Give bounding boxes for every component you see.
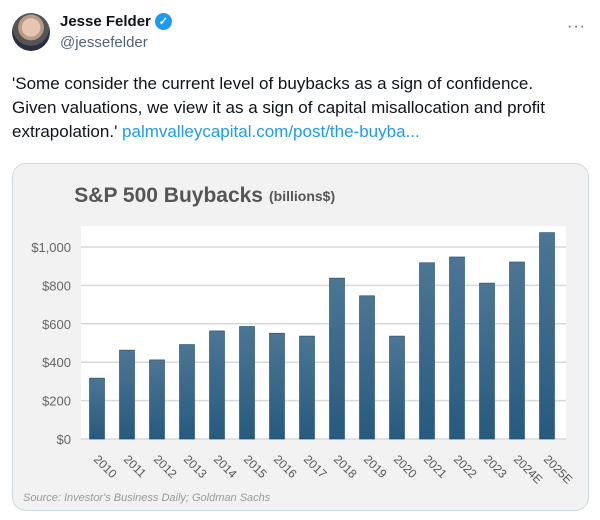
author-handle[interactable]: @jessefelder: [60, 34, 148, 51]
chart-title: S&P 500 Buybacks: [74, 184, 263, 207]
y-tick-label: $1,000: [31, 240, 71, 255]
bar-2020: [389, 335, 405, 440]
chart-image[interactable]: S&P 500 Buybacks (billions$) Source: Inv…: [12, 163, 589, 511]
bar-2025E: [539, 232, 555, 440]
verified-badge-icon: ✓: [154, 13, 172, 30]
y-tick-label: $200: [42, 394, 71, 409]
bar-2019: [359, 295, 375, 440]
bar-2016: [269, 332, 285, 440]
bar-2024E: [509, 261, 525, 440]
x-tick-label: 2019: [361, 452, 390, 481]
tweet-text: 'Some consider the current level of buyb…: [12, 74, 545, 141]
y-tick-label: $800: [42, 278, 71, 293]
bar-2017: [299, 335, 315, 440]
x-tick-label: 2025E: [541, 452, 575, 486]
x-tick-label: 2013: [181, 452, 210, 481]
x-tick-label: 2018: [331, 452, 360, 481]
x-tick-label: 2024E: [511, 452, 545, 486]
bar-2011: [119, 349, 135, 440]
x-tick-label: 2016: [271, 452, 300, 481]
x-tick-label: 2014: [211, 452, 240, 481]
x-tick-label: 2017: [301, 452, 330, 481]
more-horizontal-icon[interactable]: ···: [567, 18, 586, 35]
x-tick-label: 2021: [421, 452, 450, 481]
author-name[interactable]: Jesse Felder ✓: [60, 13, 172, 30]
x-tick-label: 2015: [241, 452, 270, 481]
x-tick-label: 2010: [91, 452, 120, 481]
x-tick-label: 2020: [391, 452, 420, 481]
x-tick-label: 2012: [151, 452, 180, 481]
y-tick-label: $400: [42, 355, 71, 370]
bar-2021: [419, 262, 435, 440]
y-tick-label: $600: [42, 317, 71, 332]
chart-subtitle: (billions$): [269, 188, 335, 204]
tweet-link[interactable]: palmvalleycapital.com/post/the-buyba...: [122, 122, 420, 141]
x-tick-label: 2022: [451, 452, 480, 481]
x-tick-label: 2011: [121, 452, 149, 480]
bar-chart: S&P 500 Buybacks (billions$) Source: Inv…: [23, 184, 575, 504]
chart-source: Source: Investor's Business Daily; Goldm…: [23, 492, 271, 504]
bar-2013: [179, 344, 195, 440]
bar-2012: [149, 359, 165, 440]
bar-2015: [239, 326, 255, 440]
bar-2023: [479, 282, 495, 440]
avatar[interactable]: [12, 13, 50, 51]
bar-2010: [89, 377, 105, 440]
bar-2018: [329, 277, 345, 440]
y-tick-label: $0: [57, 432, 71, 447]
bar-2014: [209, 330, 225, 440]
x-tick-label: 2023: [481, 452, 510, 481]
bar-2022: [449, 256, 465, 440]
